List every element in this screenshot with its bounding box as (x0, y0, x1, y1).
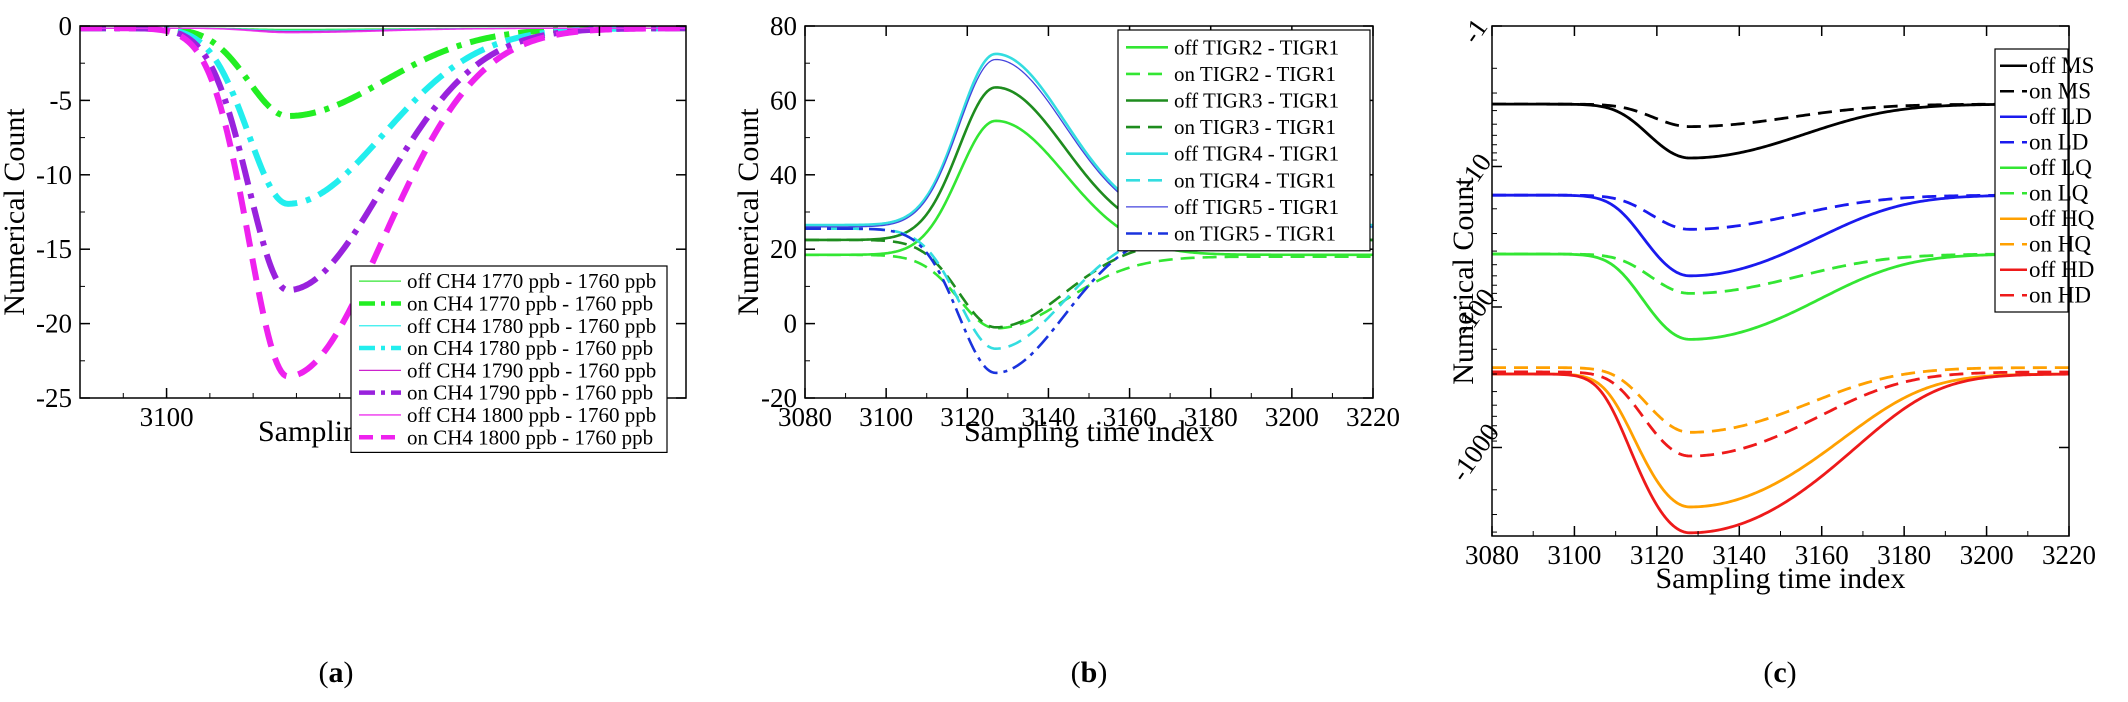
series-line-a-1 (80, 26, 686, 120)
x-tick-label: 3080 (778, 402, 832, 432)
x-tick-label: 3200 (1960, 540, 2014, 570)
legend-entry: on HD (2029, 282, 2091, 307)
x-tick-label: 3220 (2042, 540, 2096, 570)
legend-entry: on TIGR4 - TIGR1 (1174, 168, 1336, 192)
x-tick-label: 3100 (140, 402, 194, 432)
x-tick-label: 3180 (1184, 402, 1238, 432)
legend-entry: on CH4 1790 ppb - 1760 ppb (407, 381, 653, 405)
legend-entry: on MS (2029, 78, 2091, 103)
x-tick-label: 3080 (1465, 540, 1519, 570)
legend-box (1117, 29, 1371, 252)
legend-entry: on TIGR2 - TIGR1 (1174, 62, 1336, 86)
legend-entry: on LQ (2029, 180, 2089, 205)
series-line-c-0 (1492, 102, 2069, 160)
y-tick-label: 0 (784, 309, 798, 339)
y-tick-label: -15 (36, 234, 72, 264)
series-line-c-1 (1492, 102, 2069, 128)
legend-entry: on CH4 1780 ppb - 1760 ppb (407, 336, 653, 360)
legend-entry: off MS (2029, 53, 2094, 78)
y-tick-label: -20 (36, 309, 72, 339)
series-line-c-4 (1492, 252, 2069, 341)
y-tick-label: -25 (36, 383, 72, 413)
x-tick-label: 3120 (1630, 540, 1684, 570)
x-tick-label: 3220 (1346, 402, 1400, 432)
legend-entry: on CH4 1800 ppb - 1760 ppb (407, 425, 653, 449)
legend-entry: on CH4 1770 ppb - 1760 ppb (407, 291, 653, 315)
x-tick-label: 3180 (1877, 540, 1931, 570)
x-axis-label: Sampling time index (1656, 562, 1906, 595)
x-tick-label: 3200 (1265, 402, 1319, 432)
x-tick-label: 3100 (859, 402, 913, 432)
panel-caption: (b) (1071, 656, 1108, 689)
legend-entry: on LD (2029, 129, 2088, 154)
series-line-a-7 (80, 26, 686, 380)
legend-entry: off TIGR4 - TIGR1 (1174, 142, 1339, 166)
series-line-b-0 (805, 119, 1373, 257)
legend: off TIGR2 - TIGR1 on TIGR2 - TIGR1 off TIG… (1117, 29, 1371, 252)
series-line-c-8 (1492, 372, 2069, 535)
y-tick-label: 0 (59, 11, 73, 41)
legend-box (350, 265, 668, 453)
series-line-c-3 (1492, 193, 2069, 231)
legend-entry: off TIGR2 - TIGR1 (1174, 35, 1339, 59)
y-tick-label: -20 (761, 383, 797, 413)
series-line-c-9 (1492, 370, 2069, 458)
legend-entry: off CH4 1780 ppb - 1760 ppb (407, 314, 656, 338)
panel-caption: (c) (1763, 656, 1796, 689)
y-tick-label: -10 (36, 160, 72, 190)
y-axis-label: Numerical Count (0, 108, 31, 316)
series-line-a-3 (80, 26, 686, 207)
x-tick-label: 3140 (1712, 540, 1766, 570)
y-axis-label: Numerical Count (732, 108, 765, 316)
panel-caption: (a) (319, 656, 354, 689)
series-line-b-1 (805, 253, 1373, 330)
plot-area (80, 26, 686, 380)
series-line-c-5 (1492, 252, 2069, 295)
y-tick-label: 40 (770, 160, 797, 190)
y-tick-label: -1000 (1444, 418, 1505, 487)
x-tick-label: 3140 (1021, 402, 1075, 432)
y-tick-label: 80 (770, 11, 797, 41)
x-tick-label: 3120 (940, 402, 994, 432)
legend-entry: off LD (2029, 104, 2092, 129)
legend-entry: on TIGR5 - TIGR1 (1174, 222, 1336, 246)
x-axis-label: Sampling time index (964, 415, 1214, 448)
chart-panel-b: 3080 3100 3120 3140 3160 3180 3200 3220 80 60 40 20… (732, 11, 1400, 689)
legend-entry: off CH4 1790 ppb - 1760 ppb (407, 358, 656, 382)
legend-entry: on HQ (2029, 231, 2091, 256)
series-line-a-5 (80, 26, 686, 294)
legend-entry: off CH4 1800 ppb - 1760 ppb (407, 403, 656, 427)
legend-entry: off LQ (2029, 155, 2092, 180)
legend-entry: off TIGR3 - TIGR1 (1174, 89, 1339, 113)
legend-entry: off HQ (2029, 206, 2095, 231)
series-line-c-2 (1492, 193, 2069, 278)
legend-entry: off TIGR5 - TIGR1 (1174, 195, 1339, 219)
x-tick-label: 3160 (1795, 540, 1849, 570)
legend-entry: on TIGR3 - TIGR1 (1174, 115, 1336, 139)
legend-entry: off HD (2029, 257, 2094, 282)
y-tick-label: -1 (1456, 13, 1493, 49)
legend-entry: off CH4 1770 ppb - 1760 ppb (407, 269, 656, 293)
chart-panel-c: 3080 3100 3120 3140 3160 3180 3200 3220-1-10-10… (1444, 13, 2096, 689)
x-tick-label: 3100 (1547, 540, 1601, 570)
y-tick-label: -5 (50, 85, 73, 115)
y-axis-label: Numerical Count (1447, 177, 1480, 385)
series-line-c-6 (1492, 372, 2069, 509)
y-tick-label: 20 (770, 234, 797, 264)
legend-box (1994, 48, 2069, 313)
y-tick-label: 60 (770, 85, 797, 115)
series-line-c-7 (1492, 366, 2069, 434)
plot-area (1492, 102, 2069, 535)
x-tick-label: 3160 (1103, 402, 1157, 432)
